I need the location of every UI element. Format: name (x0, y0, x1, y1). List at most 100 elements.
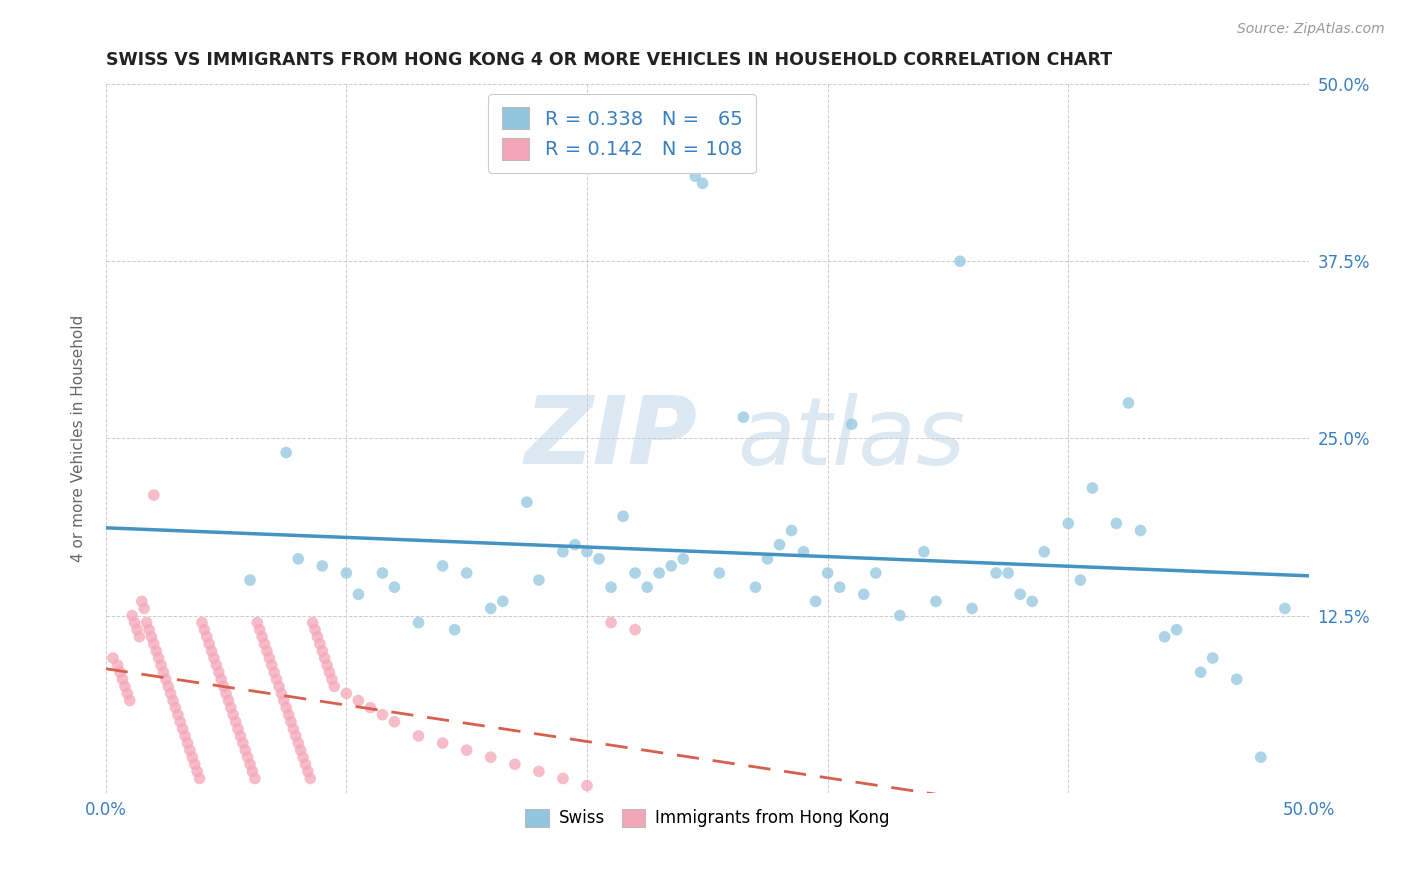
Point (267, 679, 290, 693)
Point (316, 658, 339, 673)
Point (551, 772, 574, 786)
Point (195, 630, 218, 644)
Point (225, 714, 247, 729)
Point (551, 545, 574, 559)
Point (232, 736, 254, 750)
Point (889, 608, 911, 623)
Point (1057, 516, 1080, 531)
Point (186, 764, 208, 779)
Point (283, 722, 305, 736)
Text: atlas: atlas (738, 392, 966, 483)
Point (359, 700, 381, 714)
Point (600, 580, 623, 594)
Point (128, 630, 150, 644)
Point (1021, 594, 1043, 608)
Point (624, 623, 647, 637)
Point (148, 651, 170, 665)
Point (733, 410, 755, 425)
Point (456, 566, 478, 580)
Point (176, 736, 198, 750)
Point (600, 615, 623, 630)
Point (301, 615, 323, 630)
Point (114, 679, 136, 693)
Point (135, 615, 157, 630)
Point (209, 673, 232, 687)
Point (111, 673, 134, 687)
Point (142, 637, 165, 651)
Point (841, 417, 863, 432)
Point (150, 658, 173, 673)
Point (191, 615, 214, 630)
Point (1081, 481, 1104, 495)
Point (167, 707, 190, 722)
Point (804, 594, 827, 608)
Point (229, 729, 252, 743)
Text: SWISS VS IMMIGRANTS FROM HONG KONG 4 OR MORE VEHICLES IN HOUSEHOLD CORRELATION C: SWISS VS IMMIGRANTS FROM HONG KONG 4 OR … (105, 51, 1112, 69)
Point (612, 509, 634, 524)
Point (1105, 516, 1128, 531)
Point (432, 558, 454, 573)
Point (575, 779, 598, 793)
Point (949, 254, 972, 268)
Point (205, 658, 228, 673)
Point (155, 673, 177, 687)
Point (768, 538, 790, 552)
Point (280, 714, 302, 729)
Point (107, 658, 129, 673)
Point (456, 743, 478, 757)
Point (384, 714, 406, 729)
Point (152, 665, 174, 680)
Point (108, 665, 131, 680)
Point (233, 743, 256, 757)
Point (624, 566, 647, 580)
Point (243, 772, 266, 786)
Point (347, 693, 370, 707)
Point (198, 637, 221, 651)
Point (276, 445, 298, 459)
Point (756, 552, 779, 566)
Point (284, 729, 307, 743)
Point (121, 608, 143, 623)
Point (408, 729, 430, 743)
Point (527, 573, 550, 587)
Point (145, 644, 167, 658)
Point (817, 566, 839, 580)
Point (960, 601, 983, 615)
Point (217, 693, 239, 707)
Point (516, 495, 538, 509)
Point (134, 601, 156, 615)
Point (256, 644, 278, 658)
Point (118, 693, 141, 707)
Point (335, 566, 357, 580)
Point (1153, 630, 1175, 644)
Point (162, 693, 184, 707)
Point (311, 558, 333, 573)
Point (125, 623, 148, 637)
Point (290, 743, 312, 757)
Point (266, 673, 288, 687)
Point (215, 686, 238, 700)
Point (304, 623, 326, 637)
Y-axis label: 4 or more Vehicles in Household: 4 or more Vehicles in Household (72, 315, 86, 562)
Point (157, 679, 180, 693)
Point (1033, 545, 1056, 559)
Point (292, 750, 315, 764)
Point (142, 488, 165, 502)
Point (347, 587, 370, 601)
Point (636, 580, 658, 594)
Point (1189, 665, 1212, 680)
Point (249, 623, 271, 637)
Point (479, 750, 502, 764)
Point (1166, 623, 1188, 637)
Point (1118, 396, 1140, 410)
Point (371, 566, 394, 580)
Point (101, 651, 124, 665)
Point (1250, 750, 1272, 764)
Point (117, 686, 139, 700)
Point (226, 722, 249, 736)
Point (1069, 573, 1091, 587)
Point (169, 714, 191, 729)
Point (138, 623, 160, 637)
Point (239, 757, 262, 772)
Point (212, 679, 235, 693)
